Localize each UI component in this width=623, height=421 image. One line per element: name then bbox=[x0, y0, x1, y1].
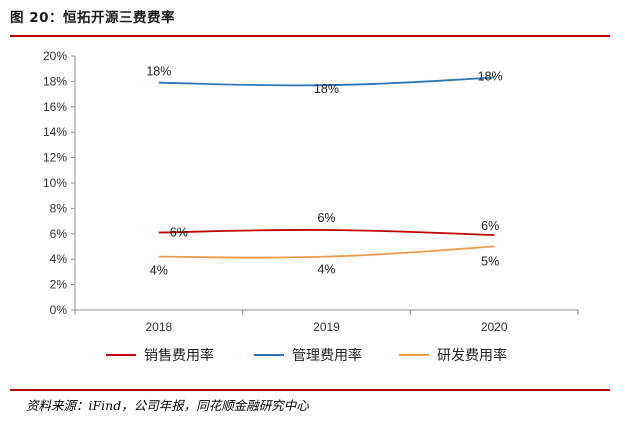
y-tick-label: 10% bbox=[43, 176, 67, 190]
series-line-2 bbox=[158, 76, 495, 87]
data-label: 18% bbox=[146, 65, 171, 79]
chart-legend: 销售费用率 管理费用率 研发费用率 bbox=[106, 347, 507, 364]
y-tick-label: 18% bbox=[43, 74, 67, 88]
y-tick-label: 14% bbox=[43, 125, 67, 139]
data-label: 4% bbox=[317, 263, 335, 277]
data-label: 5% bbox=[481, 255, 499, 269]
title-rule bbox=[10, 35, 610, 37]
series-line-1 bbox=[158, 229, 495, 236]
x-tick-label: 2018 bbox=[145, 320, 172, 334]
x-tick-label: 2019 bbox=[313, 320, 340, 334]
y-tick-label: 12% bbox=[43, 151, 67, 165]
y-tick-label: 16% bbox=[43, 100, 67, 114]
y-tick-label: 2% bbox=[50, 278, 68, 292]
data-label: 6% bbox=[317, 211, 335, 225]
y-tick-label: 6% bbox=[50, 227, 68, 241]
figure-title: 图 20：恒拓开源三费费率 bbox=[10, 10, 175, 26]
series-line-3 bbox=[158, 245, 495, 259]
y-tick-label: 0% bbox=[50, 303, 68, 317]
source-note: 资料来源：iFind，公司年报，同花顺金融研究中心 bbox=[26, 398, 309, 413]
data-label: 18% bbox=[478, 70, 503, 84]
x-tick-label: 2020 bbox=[481, 320, 508, 334]
series-layer: 6% 6% 6% 18% 18% 18% 4% 4% 5% bbox=[146, 65, 502, 278]
chart-axes: 0% 2% 4% 6% 8% 10% 12% 14% 16% 18% 20% 2018 2019 2020 bbox=[43, 49, 579, 334]
source-rule bbox=[10, 389, 610, 391]
data-label: 18% bbox=[314, 82, 339, 96]
y-tick-label: 20% bbox=[43, 49, 67, 63]
data-label: 6% bbox=[170, 226, 188, 240]
data-label: 4% bbox=[150, 264, 168, 278]
data-label: 6% bbox=[481, 219, 499, 233]
legend-label-1: 销售费用率 bbox=[144, 347, 214, 364]
y-tick-label: 8% bbox=[50, 201, 68, 215]
legend-label-3: 研发费用率 bbox=[437, 347, 507, 364]
legend-label-2: 管理费用率 bbox=[292, 347, 362, 364]
y-tick-label: 4% bbox=[50, 252, 68, 266]
